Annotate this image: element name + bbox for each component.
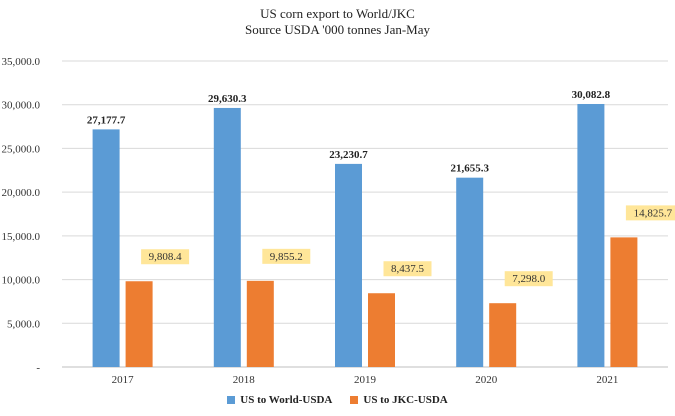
y-tick-label: 10,000.0 <box>2 275 41 287</box>
legend-swatch-jkc <box>350 396 359 404</box>
chart-subtitle: Source USDA '000 tonnes Jan-May <box>244 22 431 37</box>
bar <box>213 107 241 367</box>
legend-swatch-world <box>227 396 236 404</box>
chart-legend: US to World-USDA US to JKC-USDA <box>0 392 675 408</box>
data-label: 9,808.4 <box>149 251 183 263</box>
y-tick-label: 30,000.0 <box>2 100 41 112</box>
x-tick-label: 2017 <box>112 374 135 386</box>
y-tick-label: 35,000.0 <box>2 56 41 68</box>
data-label: 27,177.7 <box>87 114 126 126</box>
legend-label-world: US to World-USDA <box>240 394 333 406</box>
y-tick-label: - <box>36 362 40 374</box>
chart-title: US corn export to World/JKC <box>260 6 415 21</box>
data-label: 29,630.3 <box>208 93 247 105</box>
y-tick-label: 25,000.0 <box>2 143 41 155</box>
legend-label-jkc: US to JKC-USDA <box>363 394 448 406</box>
bar <box>335 163 362 367</box>
data-label-highlight <box>383 261 432 277</box>
data-label: 8,437.5 <box>391 263 425 275</box>
data-label-highlight <box>262 248 311 264</box>
bar <box>368 293 395 367</box>
x-tick-label: 2020 <box>475 374 498 386</box>
data-label-highlight <box>504 271 553 287</box>
data-label: 21,655.3 <box>450 163 489 175</box>
legend-item-jkc: US to JKC-USDA <box>350 392 448 408</box>
y-tick-label: 5,000.0 <box>7 318 41 330</box>
x-tick-label: 2018 <box>233 374 256 386</box>
data-label: 7,298.0 <box>512 273 546 285</box>
data-label: 23,230.7 <box>329 149 368 161</box>
bar <box>246 280 274 367</box>
data-label: 9,855.2 <box>270 251 303 263</box>
x-tick-label: 2019 <box>354 374 377 386</box>
y-tick-label: 15,000.0 <box>2 231 41 243</box>
bar <box>456 177 484 367</box>
bar <box>577 103 605 367</box>
legend-item-world: US to World-USDA <box>227 392 332 408</box>
data-label-highlight <box>141 249 190 265</box>
y-tick-label: 20,000.0 <box>2 187 41 199</box>
x-tick-label: 2021 <box>596 374 618 386</box>
data-label: 30,082.8 <box>572 89 611 101</box>
data-label: 14,825.7 <box>634 207 673 219</box>
bar <box>489 303 517 367</box>
bar <box>125 281 153 367</box>
bar <box>92 129 120 367</box>
bar <box>610 237 638 367</box>
data-label-highlight <box>625 205 675 221</box>
